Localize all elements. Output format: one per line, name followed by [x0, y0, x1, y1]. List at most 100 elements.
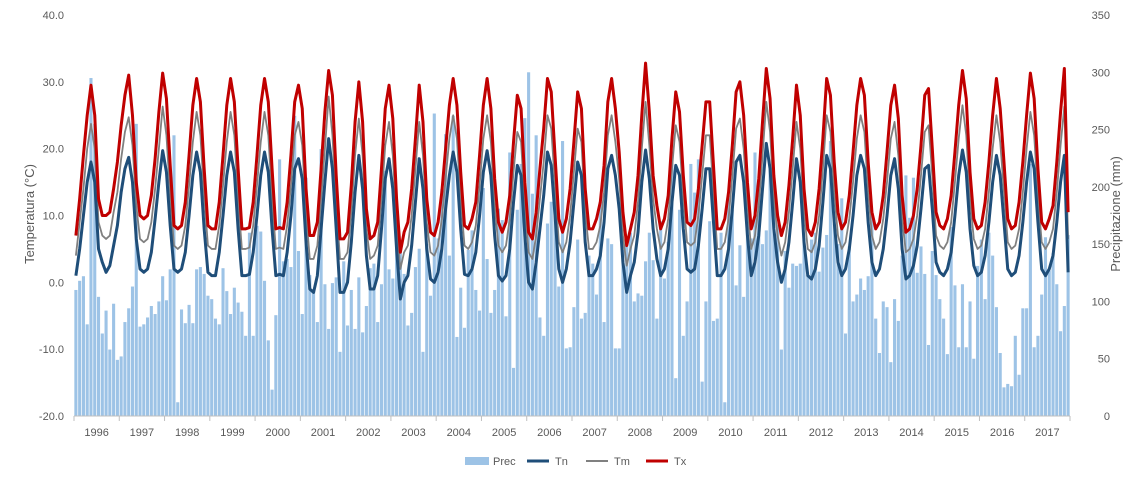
- prec-bar: [293, 115, 297, 416]
- prec-bar: [779, 349, 783, 416]
- prec-bar: [1055, 284, 1059, 416]
- prec-bar: [1002, 387, 1006, 416]
- prec-bar: [289, 267, 293, 416]
- prec-bar: [1040, 294, 1044, 416]
- prec-bar: [636, 293, 640, 416]
- y-left-axis-title: Temperatura (°C): [22, 164, 37, 264]
- prec-bar: [361, 332, 365, 416]
- prec-bar: [1062, 306, 1066, 416]
- prec-bar: [696, 159, 700, 417]
- x-tick-label: 2016: [990, 427, 1014, 439]
- prec-bar: [900, 255, 904, 416]
- prec-bar: [806, 275, 810, 416]
- x-tick-label: 2003: [401, 427, 425, 439]
- prec-bar: [674, 378, 678, 416]
- x-tick-label: 1998: [175, 427, 199, 439]
- prec-bar: [508, 152, 512, 416]
- prec-bar: [300, 314, 304, 416]
- prec-bar: [1047, 270, 1051, 416]
- prec-bar: [742, 296, 746, 416]
- prec-bar: [598, 201, 602, 416]
- prec-bar: [130, 286, 135, 416]
- y-right-tick-label: 350: [1092, 10, 1110, 22]
- prec-bar: [413, 267, 417, 416]
- prec-bar: [278, 159, 282, 417]
- prec-bar: [851, 301, 855, 416]
- prec-bar: [1036, 335, 1040, 416]
- prec-bar: [700, 381, 704, 416]
- prec-bar: [647, 232, 651, 416]
- x-tick-label: 2015: [945, 427, 969, 439]
- prec-bar: [791, 263, 795, 416]
- prec-bar: [825, 234, 829, 416]
- prec-bar: [893, 299, 897, 416]
- prec-bar: [195, 269, 199, 416]
- prec-bar: [161, 276, 165, 416]
- prec-bar: [659, 221, 663, 416]
- x-tick-label: 2017: [1035, 427, 1059, 439]
- prec-bar: [81, 276, 85, 416]
- y-right-axis-title: Precipitazione (mm): [1108, 156, 1123, 272]
- prec-bar: [685, 301, 689, 416]
- prec-bar: [987, 232, 991, 416]
- x-tick-label: 2008: [628, 427, 652, 439]
- prec-bar: [553, 186, 557, 416]
- prec-bar: [247, 232, 251, 416]
- prec-bar: [89, 78, 93, 416]
- prec-bar: [444, 134, 448, 416]
- x-tick-label: 1996: [84, 427, 108, 439]
- prec-bar: [757, 191, 761, 416]
- x-tick-label: 2005: [492, 427, 516, 439]
- prec-bar: [349, 289, 353, 416]
- prec-bar: [270, 389, 274, 416]
- prec-bar: [651, 260, 655, 416]
- prec-bar: [617, 348, 621, 416]
- prec-bar: [632, 301, 636, 416]
- x-tick-label: 2001: [311, 427, 335, 439]
- prec-bar: [889, 362, 893, 416]
- prec-bar: [983, 299, 987, 416]
- prec-bar: [251, 335, 255, 416]
- prec-bar: [644, 261, 648, 416]
- x-tick-label: 1997: [130, 427, 154, 439]
- prec-bar: [511, 367, 516, 416]
- prec-bar: [693, 192, 697, 416]
- prec-bar: [583, 312, 587, 416]
- prec-bar: [670, 152, 674, 416]
- x-tick-label: 2009: [673, 427, 697, 439]
- prec-bar: [847, 246, 851, 416]
- prec-bar: [745, 213, 749, 416]
- y-left-tick-label: 30.0: [43, 77, 64, 89]
- prec-bar: [455, 336, 459, 416]
- prec-bar: [93, 123, 97, 416]
- prec-bar: [753, 152, 757, 416]
- prec-bar: [368, 268, 372, 416]
- prec-bar: [417, 248, 421, 416]
- prec-bar: [262, 280, 267, 416]
- prec-bar: [372, 263, 376, 416]
- prec-bar: [719, 232, 723, 416]
- prec-bar: [410, 312, 414, 416]
- prec-bar: [904, 175, 908, 416]
- prec-bar: [960, 284, 965, 416]
- prec-bar: [942, 318, 946, 416]
- prec-bar: [802, 238, 806, 416]
- prec-bar: [621, 249, 625, 416]
- prec-bar: [142, 324, 146, 416]
- prec-bar: [364, 306, 368, 416]
- x-tick-label: 2004: [447, 427, 471, 439]
- prec-bar: [934, 275, 938, 416]
- prec-bar: [994, 307, 998, 416]
- legend-label: Tm: [614, 456, 630, 468]
- prec-bar: [500, 220, 504, 416]
- y-right-tick-label: 100: [1092, 296, 1110, 308]
- prec-bar: [312, 289, 316, 416]
- prec-bar: [1028, 163, 1032, 416]
- x-tick-label: 2002: [356, 427, 380, 439]
- prec-bar: [866, 276, 870, 416]
- prec-bar: [821, 247, 825, 416]
- prec-bar: [127, 308, 131, 416]
- y-left-tick-label: 20.0: [43, 144, 64, 156]
- prec-bar: [493, 289, 497, 416]
- prec-bar: [953, 285, 957, 416]
